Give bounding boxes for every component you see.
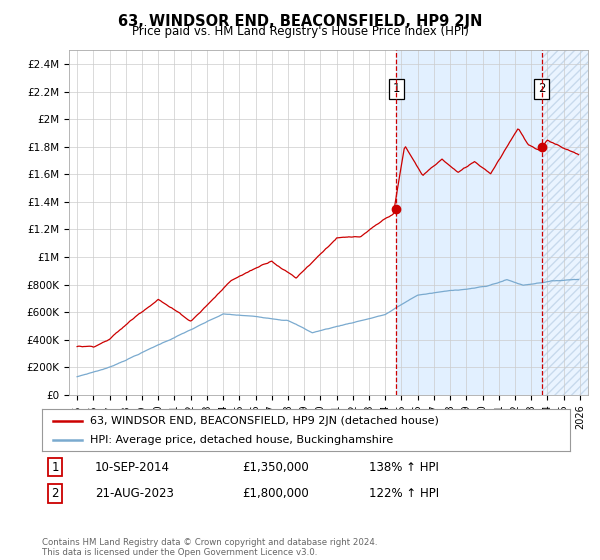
Text: £1,800,000: £1,800,000: [242, 487, 310, 500]
Text: 10-SEP-2014: 10-SEP-2014: [95, 460, 170, 474]
Text: Contains HM Land Registry data © Crown copyright and database right 2024.
This d: Contains HM Land Registry data © Crown c…: [42, 538, 377, 557]
Text: 138% ↑ HPI: 138% ↑ HPI: [370, 460, 439, 474]
Text: 2: 2: [52, 487, 59, 500]
Text: 122% ↑ HPI: 122% ↑ HPI: [370, 487, 439, 500]
Text: HPI: Average price, detached house, Buckinghamshire: HPI: Average price, detached house, Buck…: [89, 435, 393, 445]
Bar: [542, 50, 588, 395]
Text: 1: 1: [52, 460, 59, 474]
Text: 63, WINDSOR END, BEACONSFIELD, HP9 2JN (detached house): 63, WINDSOR END, BEACONSFIELD, HP9 2JN (…: [89, 416, 439, 426]
Text: Price paid vs. HM Land Registry's House Price Index (HPI): Price paid vs. HM Land Registry's House …: [131, 25, 469, 38]
Text: £1,350,000: £1,350,000: [242, 460, 310, 474]
Text: 1: 1: [393, 82, 400, 95]
Text: 21-AUG-2023: 21-AUG-2023: [95, 487, 173, 500]
Bar: [397, 50, 542, 395]
Text: 2: 2: [538, 82, 545, 95]
Text: 63, WINDSOR END, BEACONSFIELD, HP9 2JN: 63, WINDSOR END, BEACONSFIELD, HP9 2JN: [118, 14, 482, 29]
